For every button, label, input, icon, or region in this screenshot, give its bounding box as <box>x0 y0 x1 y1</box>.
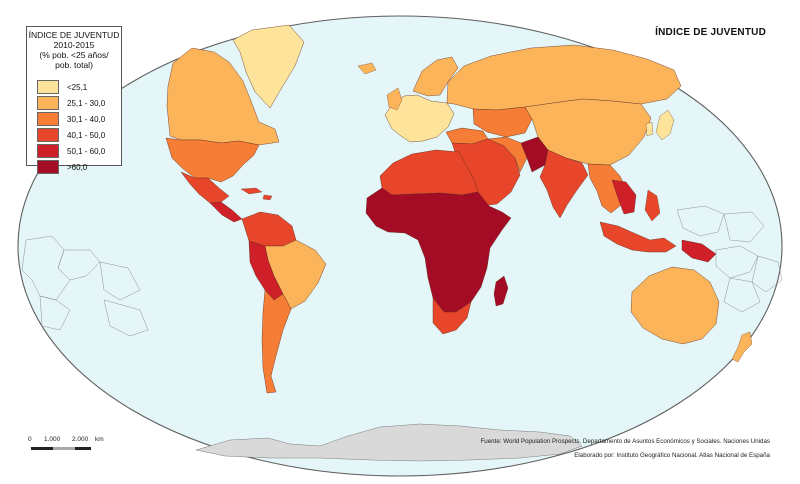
region-png <box>681 239 717 263</box>
legend-label: 40,1 - 50,0 <box>67 130 106 140</box>
region-scandinavia <box>412 56 459 97</box>
region-iran <box>487 136 528 173</box>
legend-item: 25,1 - 30,0 <box>37 95 105 111</box>
region-greenland <box>232 24 305 109</box>
scale-tick-0: 0 <box>28 436 32 443</box>
region-central-asia <box>472 106 533 138</box>
legend-swatch <box>37 112 59 126</box>
region-mexico <box>180 171 230 204</box>
legend-item: 40,1 - 50,0 <box>37 127 105 143</box>
legend-swatch <box>37 144 59 158</box>
legend-item: 50,1 - 60,0 <box>37 143 105 159</box>
region-iceland <box>357 62 377 75</box>
legend: ÍNDICE DE JUVENTUD 2010-2015 (% pob. <25… <box>26 26 122 174</box>
author-credit: Elaborado por: Instituto Geográfico Naci… <box>574 452 770 459</box>
region-india <box>539 149 589 219</box>
legend-label: 50,1 - 60,0 <box>67 146 106 156</box>
region-japan <box>655 109 675 141</box>
pacific-islands-right <box>676 205 783 313</box>
legend-swatch <box>37 160 59 174</box>
legend-label: 25,1 - 30,0 <box>67 98 106 108</box>
legend-title: ÍNDICE DE JUVENTUD 2010-2015 <box>28 30 120 50</box>
region-madagascar <box>493 275 509 307</box>
region-philippines <box>644 189 661 222</box>
region-australia <box>630 266 720 345</box>
pacific-islands-left <box>21 235 149 337</box>
map-title: ÍNDICE DE JUVENTUD <box>655 27 766 38</box>
legend-item: >60,0 <box>37 159 105 175</box>
legend-items: <25,1 25,1 - 30,0 30,1 - 40,0 40,1 - 50,… <box>37 79 105 175</box>
scale-segment-dark <box>31 447 53 450</box>
legend-swatch <box>37 80 59 94</box>
region-se-asia <box>587 163 628 214</box>
legend-swatch <box>37 128 59 142</box>
legend-item: 30,1 - 40,0 <box>37 111 105 127</box>
legend-subtitle: (% pob. <25 años/ pob. total) <box>39 50 109 70</box>
region-uk <box>386 87 403 111</box>
source-credit: Fuente: World Population Prospects. Depa… <box>480 438 770 445</box>
region-indonesia <box>599 221 677 253</box>
region-sub-saharan-africa <box>365 187 512 313</box>
scale-segment-light <box>53 447 75 450</box>
scale-segment-dark-2 <box>75 447 91 450</box>
region-new-zealand <box>731 331 753 363</box>
legend-label: 30,1 - 40,0 <box>67 114 106 124</box>
region-indochina <box>611 179 637 215</box>
scale-tick-1000: 1.000 <box>44 436 61 443</box>
region-southern-cone <box>261 289 292 394</box>
legend-swatch <box>37 96 59 110</box>
legend-label: <25,1 <box>67 82 88 92</box>
region-canada <box>166 47 280 146</box>
region-western-europe <box>384 94 455 143</box>
legend-item: <25,1 <box>37 79 105 95</box>
region-usa <box>165 137 260 183</box>
region-antarctica <box>195 423 583 462</box>
scale-tick-2000: 2.000 <box>72 436 89 443</box>
region-korea <box>645 121 654 137</box>
scale-unit: km <box>95 436 104 443</box>
region-caribbean <box>240 187 273 201</box>
region-south-africa <box>432 297 472 335</box>
scale-bar: 0 1.000 2.000 km <box>28 436 118 456</box>
legend-label: >60,0 <box>67 162 88 172</box>
